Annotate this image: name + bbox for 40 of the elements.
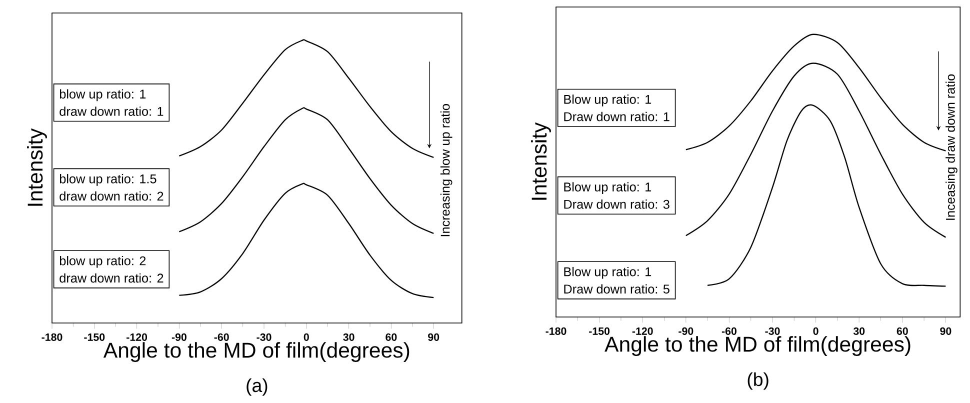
x-tick-label: 90 [940, 327, 952, 335]
y-axis-title: Intensity [531, 122, 551, 200]
x-tick-label: 90 [428, 333, 440, 341]
x-tick-label: -60 [722, 327, 736, 335]
x-tick-label: -120 [632, 327, 653, 335]
annotation: blow up ratio: 2 [60, 256, 146, 268]
y-axis-title: Intensity [27, 128, 47, 206]
x-tick-label: -30 [765, 327, 780, 335]
x-axis-title: Angle to the MD of film(degrees) [604, 336, 910, 356]
annotation: Inceasing draw down ratio [946, 74, 958, 220]
annotation: blow up ratio: 1.5 [60, 174, 156, 186]
x-tick-label: -150 [589, 327, 610, 335]
x-tick-label: 0 [813, 327, 818, 335]
annotation: Draw down ratio: 1 [564, 112, 670, 122]
x-tick-label: 60 [386, 333, 397, 341]
x-tick-label: -180 [42, 333, 62, 341]
x-tick-label: -90 [172, 333, 186, 341]
x-tick-label: -120 [126, 333, 148, 341]
annotation: Blow up ratio: 1 [564, 266, 652, 279]
annotation: Draw down ratio: 5 [564, 284, 670, 294]
annotation: draw down ratio: 1 [60, 106, 164, 116]
annotation: Increasing blow up ratio [440, 104, 452, 236]
x-tick-label: -60 [214, 333, 229, 341]
annotation: Draw down ratio: 3 [564, 199, 670, 209]
x-tick-label: 30 [853, 327, 865, 335]
annotation: draw down ratio: 2 [60, 273, 164, 283]
annotation: Blow up ratio: 1 [564, 182, 652, 194]
x-tick-label: 30 [343, 333, 354, 341]
x-tick-label: 0 [304, 333, 309, 341]
x-tick-label: -30 [256, 333, 272, 341]
x-tick-label: -150 [84, 333, 105, 341]
x-tick-label: 60 [896, 327, 908, 335]
x-tick-label: -180 [546, 327, 566, 335]
annotation: Blow up ratio: 1 [564, 94, 652, 106]
annotation: draw down ratio: 2 [60, 191, 164, 201]
x-axis-title: Angle to the MD of film(degrees) [103, 342, 410, 362]
annotation: blow up ratio: 1 [60, 89, 146, 102]
x-tick-label: -90 [678, 327, 694, 335]
text: (a) [246, 378, 268, 396]
text: (b) [748, 372, 768, 390]
